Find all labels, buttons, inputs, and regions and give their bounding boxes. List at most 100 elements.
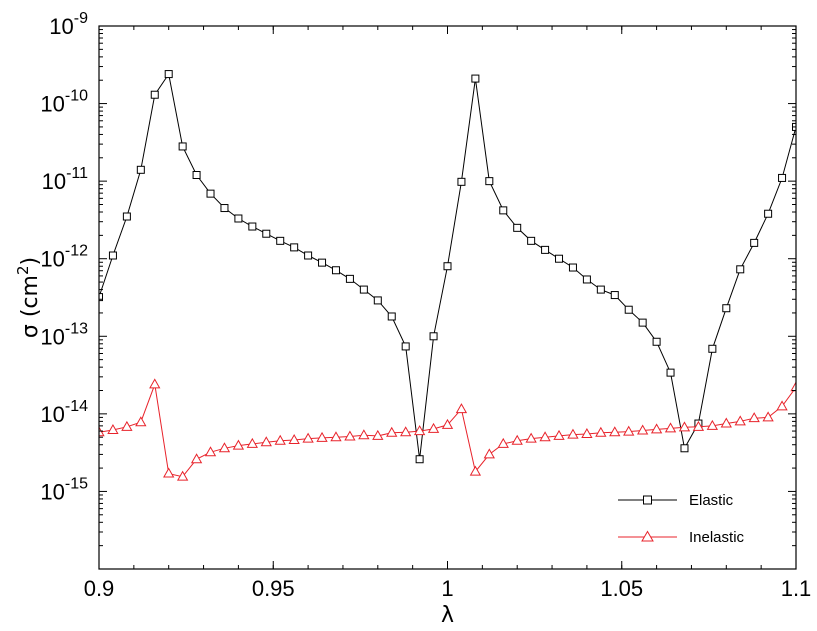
data-point-elastic [164,70,173,79]
data-point-inelastic [232,439,245,450]
data-point-inelastic [386,426,398,437]
data-point-inelastic [734,415,746,426]
data-point-inelastic [107,423,119,434]
data-point-inelastic [427,422,440,433]
data-point-inelastic [455,403,468,414]
data-point-elastic [248,222,257,231]
data-point-inelastic [692,420,705,431]
y-tick-label: 10-9 [49,10,88,39]
y-tick-label: 10-12 [40,243,88,272]
data-point-inelastic [637,424,649,435]
data-point-elastic [276,236,285,245]
data-point-inelastic [218,442,231,453]
data-point-inelastic [302,432,314,443]
data-point-inelastic [664,422,677,433]
data-point-inelastic [511,434,523,445]
data-point-elastic [290,243,299,252]
data-point-inelastic [650,423,663,434]
data-point-inelastic [413,425,426,436]
y-axis-title: σ (cm2) [14,257,43,338]
data-point-inelastic [762,411,774,422]
data-point-elastic [401,342,410,351]
data-point-elastic [457,177,466,186]
legend-marker-elastic [643,495,652,505]
series-line-inelastic [99,382,796,478]
data-point-elastic [722,304,731,313]
data-point-inelastic [176,470,189,481]
y-tick-label: 10-13 [40,320,88,349]
plot-frame [98,25,797,570]
chart-marks [99,70,796,481]
data-point-inelastic [358,429,370,440]
data-point-elastic [638,318,647,327]
data-point-elastic [764,209,773,218]
data-point-elastic [485,177,494,186]
legend-label-inelastic: Inelastic [689,529,745,546]
data-point-inelastic [776,400,788,411]
data-point-elastic [736,265,745,274]
data-point-elastic [555,254,564,263]
data-point-elastic [778,173,787,182]
data-point-elastic [596,285,605,294]
x-tick-label: 1.05 [600,576,643,601]
y-tick-label: 10-11 [42,165,89,194]
data-point-inelastic [163,467,175,478]
chart-axes: 0.9 0.95 1 1.05 1.1 10-15 10-14 10-13 10-12 10-11… [14,10,811,628]
data-point-elastic [582,275,591,284]
data-point-inelastic [567,428,579,439]
data-point-elastic [373,296,382,305]
x-tick-label: 0.95 [252,576,295,601]
data-point-inelastic [581,427,593,438]
data-point-elastic [345,274,354,283]
data-point-inelastic [260,436,272,447]
x-tick-label: 0.9 [84,576,115,601]
data-point-inelastic [190,453,203,464]
y-tick-label: 10-10 [40,88,88,117]
legend-label-elastic: Elastic [689,492,734,509]
data-point-elastic [206,189,215,198]
data-point-inelastic [483,448,495,459]
data-point-elastic [527,236,536,245]
data-point-inelastic [706,419,719,430]
data-point-elastic [150,90,159,99]
data-point-elastic [136,165,145,174]
data-point-inelastic [246,437,258,448]
data-point-elastic [331,266,340,275]
data-point-elastic [99,293,103,302]
data-point-inelastic [595,426,607,437]
data-point-elastic [541,245,550,254]
legend-marker-inelastic [641,530,654,542]
data-point-elastic [234,214,243,223]
data-point-elastic [304,251,313,260]
data-point-elastic [359,285,368,294]
data-point-elastic [624,305,633,314]
data-point-elastic [192,171,201,180]
data-point-inelastic [344,430,356,441]
data-point-inelastic [623,425,635,436]
data-point-elastic [666,368,675,377]
data-point-elastic [429,332,438,341]
data-point-elastic [471,74,480,83]
data-point-inelastic [720,417,732,428]
legend: Elastic Inelastic [618,492,745,546]
data-point-elastic [750,238,759,247]
data-point-elastic [708,344,717,353]
data-point-elastic [387,312,396,321]
data-point-elastic [680,444,689,453]
data-point-elastic [652,337,661,346]
data-point-elastic [220,204,229,213]
data-point-elastic [262,229,271,238]
data-point-inelastic [790,381,796,392]
x-tick-label: 1 [441,576,453,601]
x-tick-label: 1.1 [781,576,812,601]
data-point-inelastic [400,426,412,437]
data-point-elastic [568,263,577,272]
data-point-inelastic [469,465,482,476]
data-point-inelastic [553,429,565,440]
data-point-inelastic [316,431,328,442]
data-point-elastic [178,142,187,151]
data-point-inelastic [497,437,509,448]
data-point-inelastic [204,446,217,457]
data-point-inelastic [121,420,133,431]
